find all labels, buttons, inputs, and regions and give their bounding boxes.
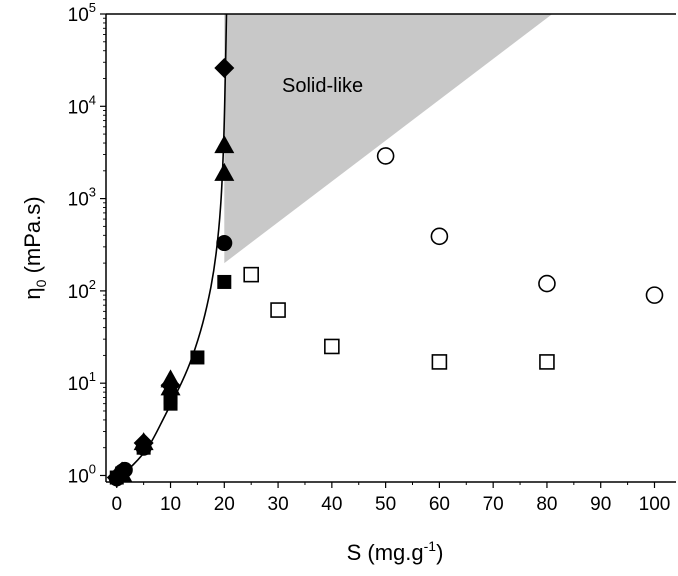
x-tick-label: 20 xyxy=(214,494,235,515)
x-axis-title: S (mg.g-1) xyxy=(347,538,444,565)
y-tick-label: 105 xyxy=(68,0,96,26)
x-tick-label: 60 xyxy=(429,494,450,515)
y-tick-exp: 5 xyxy=(89,0,96,15)
marker-triangle-filled-4 xyxy=(214,162,235,181)
y-tick-base: 10 xyxy=(68,282,89,303)
marker-circle-open-1 xyxy=(430,227,449,246)
y-tick-base: 10 xyxy=(68,374,89,395)
marker-circle-open-2 xyxy=(538,274,556,293)
marker-diamond-filled-2 xyxy=(133,432,154,453)
x-tick-label: 10 xyxy=(160,494,181,515)
y-tick-exp: 2 xyxy=(89,277,96,292)
y-tick-exp: 1 xyxy=(89,369,96,384)
x-axis-title-main: S (mg.g xyxy=(347,540,424,565)
x-tick-label: 30 xyxy=(268,494,289,515)
y-tick-exp: 0 xyxy=(89,461,96,476)
marker-square-open-0 xyxy=(243,266,259,283)
x-tick-label: 70 xyxy=(483,494,504,515)
marker-diamond-filled-1 xyxy=(112,461,133,482)
x-tick-label: 90 xyxy=(590,494,611,515)
marker-diamond-filled-4 xyxy=(214,57,235,78)
y-tick-base: 10 xyxy=(68,97,89,118)
y-axis-title-sub: 0 xyxy=(33,279,49,287)
y-tick-exp: 3 xyxy=(89,185,96,200)
y-tick-label: 100 xyxy=(68,461,96,487)
x-axis-title-end: ) xyxy=(436,540,443,565)
x-tick-label: 50 xyxy=(375,494,396,515)
y-tick-exp: 4 xyxy=(89,92,96,107)
marker-square-open-4 xyxy=(539,354,555,370)
solid-like-region-layer xyxy=(224,14,553,264)
solid-like-region xyxy=(224,14,553,264)
x-axis-title-sup: -1 xyxy=(424,538,437,554)
y-tick-base: 10 xyxy=(68,190,89,211)
marker-circle-open-3 xyxy=(645,286,664,304)
marker-square-open-2 xyxy=(324,338,340,355)
x-tick-label: 80 xyxy=(536,494,557,515)
y-axis-title-end: (mPa.s) xyxy=(20,196,45,279)
y-axis-title: η0 (mPa.s) xyxy=(20,196,49,299)
y-tick-label: 103 xyxy=(68,185,96,211)
y-tick-base: 10 xyxy=(68,5,89,26)
marker-triangle-filled-5 xyxy=(214,135,235,154)
marker-square-open-1 xyxy=(270,302,286,318)
y-tick-label: 104 xyxy=(68,92,96,118)
marker-square-filled-6 xyxy=(217,274,232,289)
marker-circle-open-0 xyxy=(376,147,395,165)
y-tick-base: 10 xyxy=(68,466,89,487)
x-tick-label: 100 xyxy=(639,494,671,515)
axes-layer xyxy=(100,13,676,488)
solid-like-label: Solid-like xyxy=(282,75,363,97)
marker-square-filled-5 xyxy=(190,350,205,365)
x-tick-label: 0 xyxy=(111,494,122,515)
y-axis-title-main: η xyxy=(20,287,45,299)
marker-square-open-3 xyxy=(431,354,448,370)
y-tick-label: 101 xyxy=(68,369,96,395)
marker-circle-filled-5 xyxy=(216,235,233,252)
y-tick-label: 102 xyxy=(68,277,96,303)
marker-diamond-filled-3 xyxy=(160,375,181,396)
x-tick-label: 40 xyxy=(321,494,342,515)
